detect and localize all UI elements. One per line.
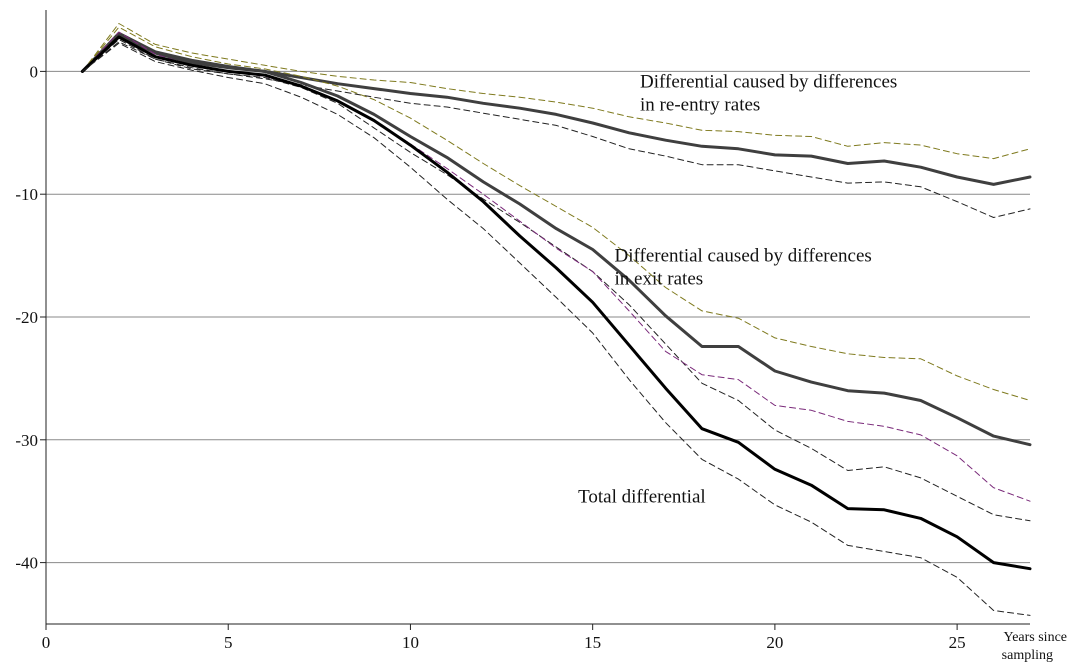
series-line-4 <box>80 33 1032 447</box>
series-line-3 <box>81 41 1031 218</box>
x-tick-label: 5 <box>224 633 233 652</box>
x-axis-label: Years since sampling <box>1002 630 1067 663</box>
x-tick-label: 0 <box>42 633 51 652</box>
series-lines <box>80 23 1032 616</box>
x-tick-label: 25 <box>949 633 966 652</box>
annotation-2-line-2: in exit rates <box>615 269 704 290</box>
x-axis-label-line-2: sampling <box>1002 648 1053 663</box>
y-tick-label: 0 <box>30 62 39 81</box>
series-line-5 <box>81 26 1031 401</box>
y-tick-label: -10 <box>15 185 38 204</box>
x-tick-label: 10 <box>402 633 419 652</box>
series-line-1 <box>80 31 1032 186</box>
annotation-1-line-1: Differential caused by differences <box>640 71 897 92</box>
y-tick-label: -20 <box>15 308 38 327</box>
x-tick-label: 15 <box>584 633 601 652</box>
x-axis-label-line-1: Years since <box>1003 630 1067 645</box>
series-line-9 <box>81 42 1031 616</box>
grid-lines <box>46 70 1030 564</box>
annotation-1-line-2: in re-entry rates <box>640 94 760 115</box>
axis-ticks: 0 -10 -20 -30 -40 0 5 10 15 20 25 <box>15 62 965 652</box>
series-line-6 <box>81 39 1031 522</box>
annotation-2-line-1: Differential caused by differences <box>615 246 872 267</box>
y-tick-label: -30 <box>15 431 38 450</box>
y-tick-label: -40 <box>15 554 38 573</box>
series-line-8 <box>80 35 1032 571</box>
annotation-3-line-1: Total differential <box>578 486 706 507</box>
x-tick-label: 20 <box>766 633 783 652</box>
